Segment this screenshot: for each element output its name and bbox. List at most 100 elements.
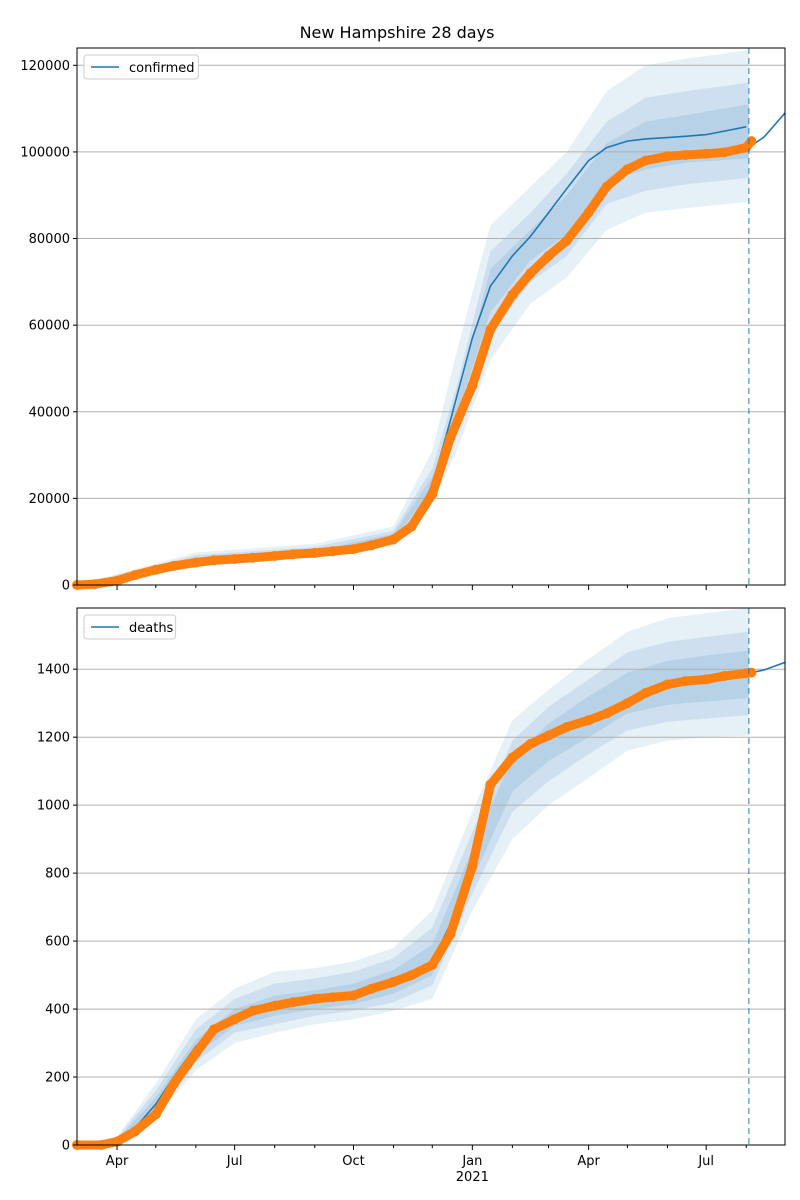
observed-point [601,181,612,192]
y-tick-label: 0 [62,1139,70,1154]
band-outer [77,50,749,585]
observed-point [601,708,612,719]
observed-point [90,579,101,590]
observed-point [388,976,399,987]
observed-point [561,235,572,246]
y-tick-label: 20000 [29,492,70,507]
y-tick-label: 600 [45,935,70,950]
observed-point [507,289,518,300]
x-tick-label: Apr [577,1154,600,1169]
y-tick-label: 40000 [29,405,70,420]
observed-point [327,992,338,1003]
observed-point [467,861,478,872]
observed-point [445,929,456,940]
observed-point [583,715,594,726]
observed-point [543,250,554,261]
deaths-legend: deaths [83,614,177,640]
y-tick-label: 80000 [29,232,70,247]
x-tick-label: Oct [342,1154,364,1169]
observed-point [190,557,201,568]
observed-point [388,534,399,545]
observed-point [701,148,712,159]
observed-point [485,324,496,335]
observed-point [190,1048,201,1059]
observed-point [445,432,456,443]
observed-point [680,150,691,160]
observed-point [208,1024,219,1035]
observed-point [680,676,691,687]
x-tick-label: Jul [226,1154,243,1169]
observed-point [701,674,712,685]
observed-point [348,544,359,555]
confirmed-legend: confirmed [83,54,199,80]
confirmed-uncertainty-bands [77,50,749,586]
observed-point [427,959,438,970]
observed-point [746,667,757,678]
x-tick-label: Jul [697,1154,714,1169]
band-middle [77,82,749,585]
observed-point [622,698,633,709]
observed-point [406,970,417,981]
observed-point [168,560,179,571]
y-tick-label: 400 [45,1003,70,1018]
y-tick-label: 1400 [37,663,70,678]
y-tick-label: 1200 [37,731,70,746]
observed-point [366,983,377,994]
x-year-label: 2021 [456,1170,489,1185]
observed-point [719,671,730,681]
observed-point [640,688,651,698]
observed-point [168,1078,179,1089]
y-tick-label: 1000 [37,799,70,814]
observed-point [583,207,594,218]
deaths-panel: 0 200 400 600 800 1000 1200 1400 Apr Jul Oct Jan Apr… [37,607,786,1185]
observed-point [229,1014,240,1025]
legend-label: deaths [129,621,174,636]
figure-title: New Hampshire 28 days [300,23,495,42]
confirmed-axes: 0 20000 40000 60000 80000 100000 120000 [20,47,786,594]
observed-point [543,730,554,741]
axes-frame [76,47,786,586]
observed-point [130,1126,141,1137]
observed-point [287,997,298,1008]
observed-point [269,551,280,561]
confirmed-panel: 0 20000 40000 60000 80000 100000 120000 confir… [20,47,786,594]
observed-point [327,546,338,557]
y-tick-label: 100000 [20,145,70,160]
observed-point [309,993,320,1004]
x-tick-label: Jan [461,1154,482,1169]
legend-box [83,614,177,640]
observed-point [662,151,673,162]
observed-point [467,380,478,391]
x-tick-label: Apr [106,1154,129,1169]
observed-point [247,1005,258,1016]
observed-point [247,552,258,563]
observed-point [485,779,496,790]
observed-point [427,489,438,500]
axes-frame [76,607,786,1146]
observed-point [130,570,141,580]
observed-point [150,1109,161,1120]
observed-point [640,155,651,166]
observed-point [622,164,633,175]
observed-point [309,548,320,558]
band-inner [77,650,749,1145]
observed-point [348,990,359,1001]
y-tick-label: 200 [45,1071,70,1086]
observed-point [525,738,536,749]
observed-point [561,722,572,732]
observed-point [662,679,673,690]
observed-point [525,268,536,279]
observed-point [719,147,730,158]
observed-point [287,549,298,560]
observed-point [269,1000,280,1011]
observed-point [366,540,377,551]
y-tick-label: 120000 [20,59,70,74]
observed-point [406,521,417,532]
y-tick-label: 60000 [29,319,70,334]
y-tick-label: 800 [45,867,70,882]
observed-point [208,555,219,566]
legend-label: confirmed [129,61,195,76]
observed-point [112,575,123,586]
observed-point [112,1136,123,1147]
